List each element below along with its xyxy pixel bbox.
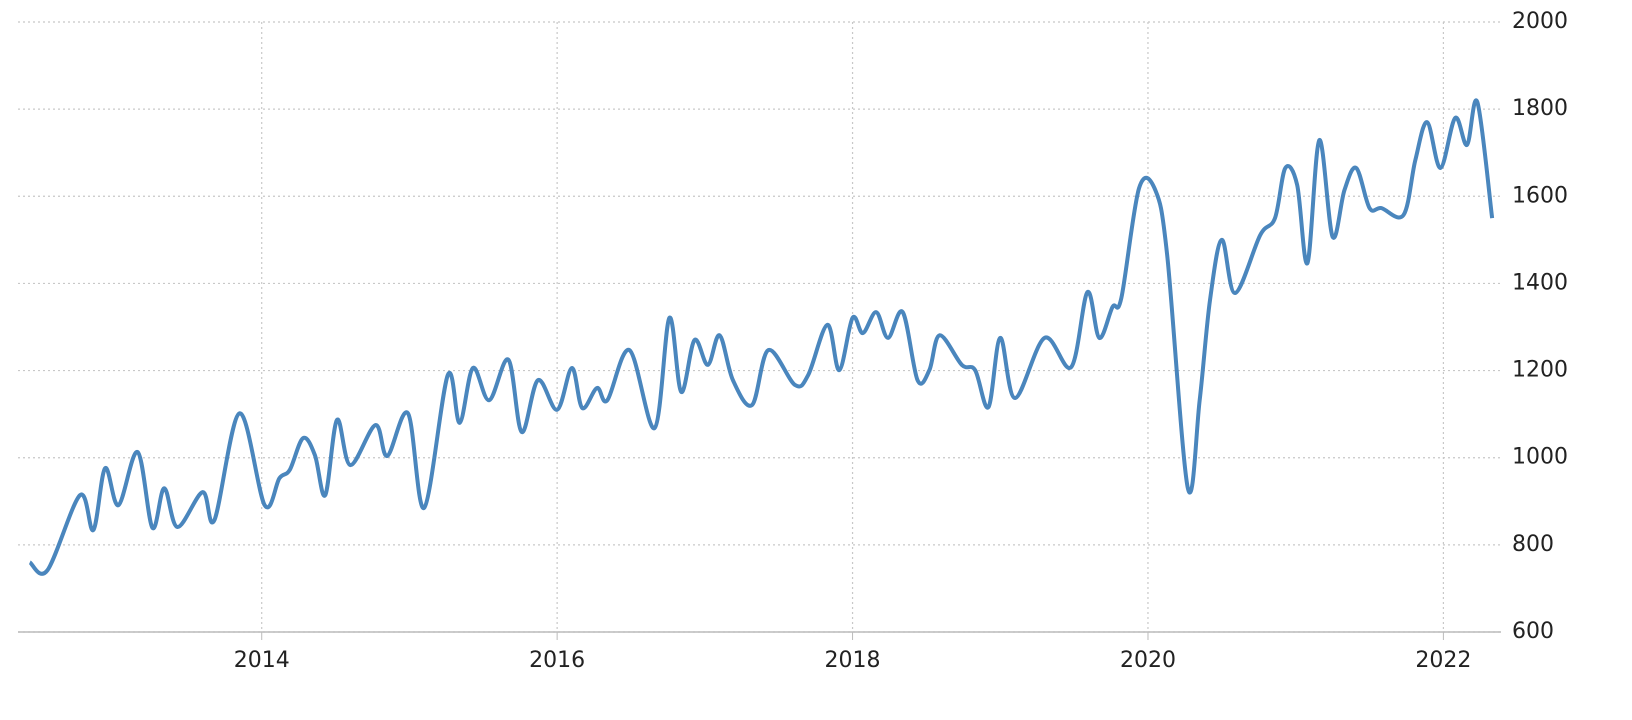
x-tick-label: 2014 bbox=[234, 648, 290, 673]
x-tick-label: 2016 bbox=[529, 648, 585, 673]
y-tick-label: 2000 bbox=[1512, 9, 1568, 34]
y-tick-label: 1400 bbox=[1512, 270, 1568, 295]
x-tick-label: 2018 bbox=[825, 648, 881, 673]
x-tick-label: 2020 bbox=[1120, 648, 1176, 673]
y-tick-label: 600 bbox=[1512, 619, 1554, 644]
y-tick-label: 1600 bbox=[1512, 183, 1568, 208]
y-tick-label: 1800 bbox=[1512, 96, 1568, 121]
y-tick-label: 800 bbox=[1512, 532, 1554, 557]
y-tick-label: 1000 bbox=[1512, 445, 1568, 470]
x-tick-label: 2022 bbox=[1415, 648, 1471, 673]
data-line bbox=[28, 98, 1495, 576]
y-tick-label: 1200 bbox=[1512, 358, 1568, 383]
